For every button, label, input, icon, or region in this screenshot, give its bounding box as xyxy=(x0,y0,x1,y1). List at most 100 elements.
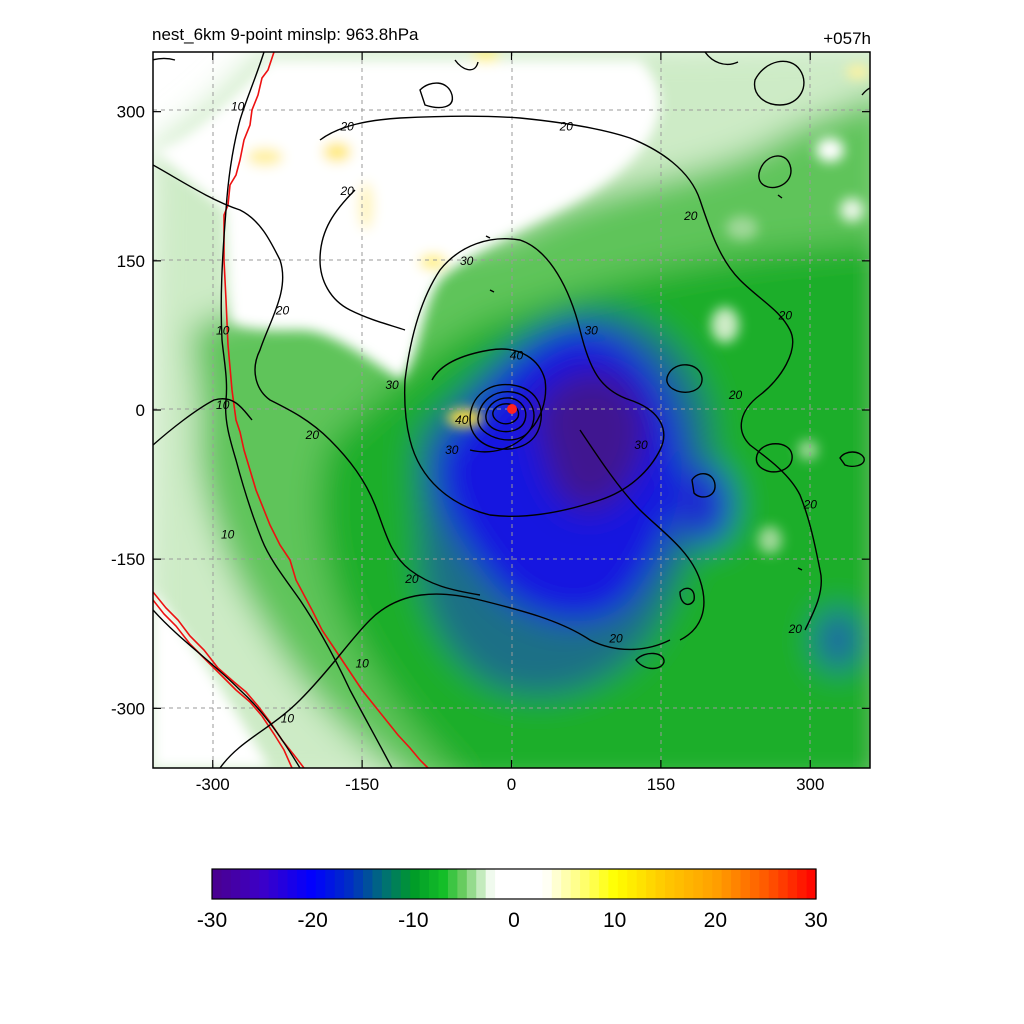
y-tick-label: 0 xyxy=(136,401,145,420)
x-tick-label: 150 xyxy=(647,775,675,794)
colorbar-cell xyxy=(268,869,279,899)
colorbar-cell xyxy=(627,869,638,899)
colorbar-cell xyxy=(400,869,411,899)
colorbar-cell xyxy=(655,869,666,899)
contour-label: 20 xyxy=(340,120,355,134)
x-tick-label: 0 xyxy=(507,775,516,794)
colorbar-cell xyxy=(221,869,232,899)
colorbar-tick-label: -10 xyxy=(398,909,428,932)
contour-label: 20 xyxy=(788,622,803,636)
colorbar-tick-label: 10 xyxy=(603,909,626,932)
colorbar-cell xyxy=(514,869,525,899)
contour-label: 10 xyxy=(231,100,245,114)
contour-label: 20 xyxy=(305,428,320,442)
colorbar-cell xyxy=(212,869,223,899)
colorbar-tick-label: 30 xyxy=(804,909,827,932)
colorbar-cell xyxy=(287,869,298,899)
contour-label: 20 xyxy=(275,304,290,318)
contour-label: 20 xyxy=(404,572,419,586)
contour-label: 10 xyxy=(216,398,230,412)
colorbar-cell xyxy=(542,869,553,899)
colorbar-cell xyxy=(419,869,430,899)
colorbar-cell xyxy=(504,869,515,899)
colorbar-cell xyxy=(249,869,260,899)
colorbar-cell xyxy=(759,869,770,899)
colorbar-cell xyxy=(485,869,496,899)
contour-labels: 10 10 10 10 10 10 20 20 20 20 20 20 20 20 20 20 20 20 30 30… xyxy=(216,100,818,726)
colorbar-cell xyxy=(344,869,355,899)
colorbar-cell xyxy=(787,869,798,899)
x-axis: -300 -150 0 150 300 xyxy=(196,52,824,794)
y-tick-label: 300 xyxy=(117,103,145,122)
colorbar-cell xyxy=(457,869,468,899)
colorbar xyxy=(211,868,817,900)
colorbar-cell xyxy=(391,869,402,899)
colorbar-cell xyxy=(466,869,477,899)
colorbar-cell xyxy=(363,869,374,899)
x-tick-label: -150 xyxy=(345,775,379,794)
colorbar-cell xyxy=(381,869,392,899)
contour-label: 30 xyxy=(460,254,474,268)
colorbar-cell xyxy=(674,869,685,899)
storm-center-marker xyxy=(507,404,517,414)
contour-label: 30 xyxy=(385,378,399,392)
colorbar-cell xyxy=(778,869,789,899)
contour-label: 20 xyxy=(728,388,743,402)
colorbar-tick-label: 20 xyxy=(704,909,727,932)
colorbar-cell xyxy=(296,869,307,899)
contour-label: 10 xyxy=(355,657,369,671)
colorbar-cell xyxy=(731,869,742,899)
colorbar-cell xyxy=(598,869,609,899)
colorbar-cell xyxy=(230,869,241,899)
colorbar-cell xyxy=(410,869,421,899)
y-axis: 300 150 0 -150 -300 xyxy=(111,103,870,718)
contour-label: 20 xyxy=(559,120,574,134)
colorbar-cell xyxy=(523,869,534,899)
colorbar-cell xyxy=(495,869,506,899)
y-tick-label: 150 xyxy=(117,252,145,271)
colorbar-cell xyxy=(721,869,732,899)
colorbar-cell xyxy=(636,869,647,899)
x-tick-label: -300 xyxy=(196,775,230,794)
contour-label: 20 xyxy=(340,184,355,198)
colorbar-cell xyxy=(740,869,751,899)
colorbar-cell xyxy=(806,869,817,899)
colorbar-cell xyxy=(570,869,581,899)
colorbar-cell xyxy=(532,869,543,899)
colorbar-cell xyxy=(693,869,704,899)
y-tick-label: -300 xyxy=(111,699,145,718)
contour-label: 30 xyxy=(445,443,459,457)
colorbar-frame xyxy=(211,868,817,900)
colorbar-cell xyxy=(608,869,619,899)
colorbar-cell xyxy=(551,869,562,899)
colorbar-cell xyxy=(315,869,326,899)
colorbar-cell xyxy=(306,869,317,899)
contour-lines xyxy=(153,52,870,768)
x-tick-label: 300 xyxy=(796,775,824,794)
colorbar-cell xyxy=(353,869,364,899)
y-tick-label: -150 xyxy=(111,550,145,569)
contour-label: 10 xyxy=(216,323,230,337)
colorbar-cell xyxy=(768,869,779,899)
colorbar-cell xyxy=(589,869,600,899)
shaded-field xyxy=(153,52,870,768)
colorbar-tick-label: -20 xyxy=(297,909,327,932)
contour-label: 20 xyxy=(803,497,818,511)
colorbar-cell xyxy=(797,869,808,899)
colorbar-cell xyxy=(665,869,676,899)
contour-label: 20 xyxy=(778,309,793,323)
colorbar-cell xyxy=(617,869,628,899)
contour-label: 30 xyxy=(584,323,598,337)
colorbar-cell xyxy=(259,869,270,899)
colorbar-labels: -30 -20 -10 0 10 20 30 xyxy=(197,909,828,932)
contour-label: 20 xyxy=(608,632,623,646)
colorbar-cell xyxy=(429,869,440,899)
colorbar-cell xyxy=(683,869,694,899)
colorbar-cell xyxy=(278,869,289,899)
colorbar-cell xyxy=(476,869,487,899)
forecast-hour: +057h xyxy=(823,29,871,48)
colorbar-cell xyxy=(702,869,713,899)
contour-label: 10 xyxy=(281,711,295,725)
contour-label: 40 xyxy=(455,413,469,427)
